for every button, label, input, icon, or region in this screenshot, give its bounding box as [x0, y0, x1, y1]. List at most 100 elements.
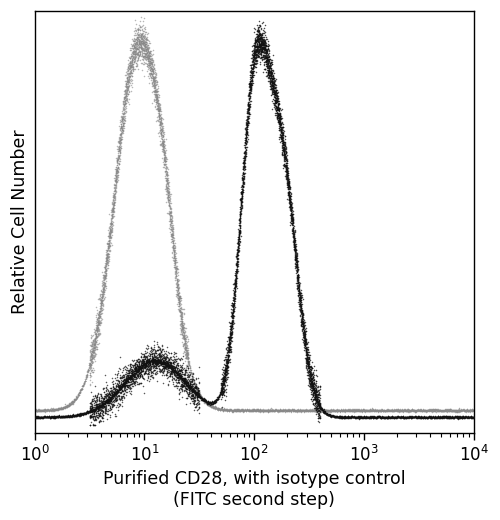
- Point: [313, 395, 321, 403]
- Point: [61, 402, 69, 411]
- Point: [316, 399, 324, 408]
- Point: [252, 50, 260, 59]
- Point: [436, 407, 444, 415]
- Point: [230, 306, 237, 314]
- Point: [234, 229, 242, 237]
- Point: [300, 315, 308, 323]
- Point: [236, 198, 244, 206]
- Point: [160, 146, 168, 154]
- Point: [183, 382, 191, 391]
- Point: [204, 398, 212, 407]
- Point: [185, 376, 193, 385]
- Point: [132, 366, 140, 374]
- Point: [134, 362, 142, 371]
- Point: [404, 413, 412, 421]
- Point: [408, 405, 416, 413]
- Point: [172, 366, 179, 374]
- Point: [271, 84, 279, 92]
- Point: [304, 368, 312, 376]
- Point: [322, 409, 330, 418]
- Point: [212, 397, 220, 405]
- Point: [102, 398, 110, 407]
- Point: [113, 157, 121, 165]
- Point: [263, 49, 271, 57]
- Point: [226, 406, 234, 414]
- Point: [262, 57, 270, 66]
- Point: [408, 414, 416, 422]
- Point: [180, 305, 188, 314]
- Point: [182, 361, 190, 369]
- Point: [133, 32, 141, 41]
- Point: [296, 288, 304, 296]
- Point: [152, 86, 160, 95]
- Point: [226, 325, 234, 333]
- Point: [350, 413, 358, 421]
- Point: [130, 48, 138, 57]
- Point: [252, 37, 260, 46]
- Point: [240, 157, 248, 165]
- Point: [234, 225, 242, 233]
- Point: [107, 388, 115, 396]
- Point: [120, 378, 128, 386]
- Point: [232, 255, 240, 263]
- Point: [116, 134, 124, 142]
- Point: [298, 308, 306, 317]
- Point: [129, 362, 137, 370]
- Point: [162, 166, 170, 175]
- Point: [34, 407, 42, 415]
- Point: [242, 407, 250, 415]
- Point: [46, 412, 54, 421]
- Point: [313, 406, 321, 414]
- Point: [366, 406, 374, 414]
- Point: [290, 230, 298, 238]
- Point: [182, 369, 190, 377]
- Point: [312, 407, 320, 415]
- Point: [303, 406, 311, 414]
- Point: [114, 386, 122, 394]
- Point: [156, 125, 164, 134]
- Point: [134, 38, 141, 46]
- Point: [256, 35, 264, 43]
- Point: [119, 110, 127, 118]
- Point: [107, 227, 115, 236]
- Point: [119, 371, 127, 380]
- Point: [228, 328, 235, 336]
- Point: [264, 68, 272, 76]
- Point: [422, 406, 430, 414]
- Point: [149, 74, 157, 82]
- Point: [268, 87, 276, 96]
- Point: [282, 145, 290, 153]
- Point: [352, 406, 360, 414]
- Point: [128, 367, 136, 375]
- Point: [224, 352, 232, 360]
- Point: [288, 217, 296, 226]
- Point: [218, 385, 226, 394]
- Point: [89, 392, 97, 400]
- Point: [69, 398, 77, 406]
- Point: [118, 133, 126, 141]
- Point: [254, 37, 262, 45]
- Point: [360, 407, 368, 415]
- Point: [135, 358, 143, 367]
- Point: [301, 342, 309, 350]
- Point: [140, 355, 148, 363]
- Point: [228, 309, 236, 318]
- Point: [342, 406, 350, 414]
- Point: [92, 324, 100, 333]
- Point: [258, 47, 266, 55]
- Point: [270, 407, 278, 415]
- Point: [58, 413, 66, 421]
- Point: [225, 340, 233, 348]
- Point: [450, 406, 458, 414]
- Point: [356, 413, 364, 421]
- Point: [448, 407, 456, 415]
- Point: [222, 405, 230, 413]
- Point: [238, 206, 246, 214]
- Point: [175, 372, 183, 380]
- Point: [248, 60, 256, 69]
- Point: [288, 229, 296, 237]
- Point: [146, 359, 154, 367]
- Point: [126, 387, 134, 396]
- Point: [137, 32, 145, 41]
- Point: [124, 62, 132, 71]
